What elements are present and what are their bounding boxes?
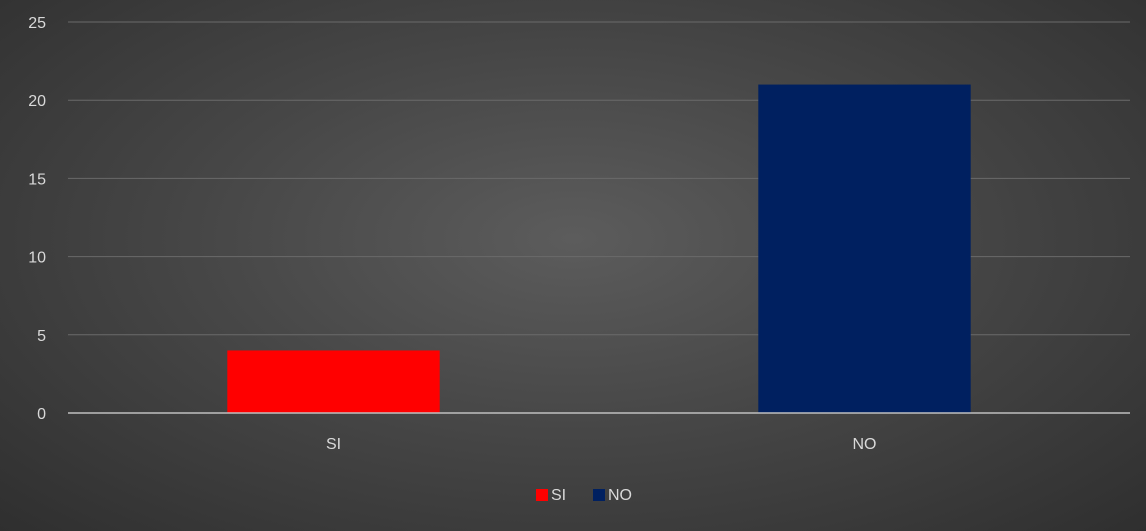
y-tick-label: 5 [37,328,46,345]
gridlines [68,21,1130,336]
bars [227,84,971,413]
y-axis-ticks: 0 5 10 15 20 25 [28,15,46,423]
x-tick-label: NO [853,436,877,453]
x-tick-label: SI [326,436,341,453]
y-tick-label: 0 [37,406,46,423]
y-tick-label: 15 [28,171,46,188]
legend: SI NO [536,487,632,504]
y-tick-label: 10 [28,250,46,267]
bar-no [758,84,971,413]
legend-label-no: NO [608,487,632,504]
y-tick-label: 25 [28,15,46,32]
bar-si [227,350,440,413]
legend-swatch-si [536,489,548,501]
x-axis-ticks: SI NO [326,436,877,453]
legend-label-si: SI [551,487,566,504]
legend-swatch-no [593,489,605,501]
y-tick-label: 20 [28,93,46,110]
